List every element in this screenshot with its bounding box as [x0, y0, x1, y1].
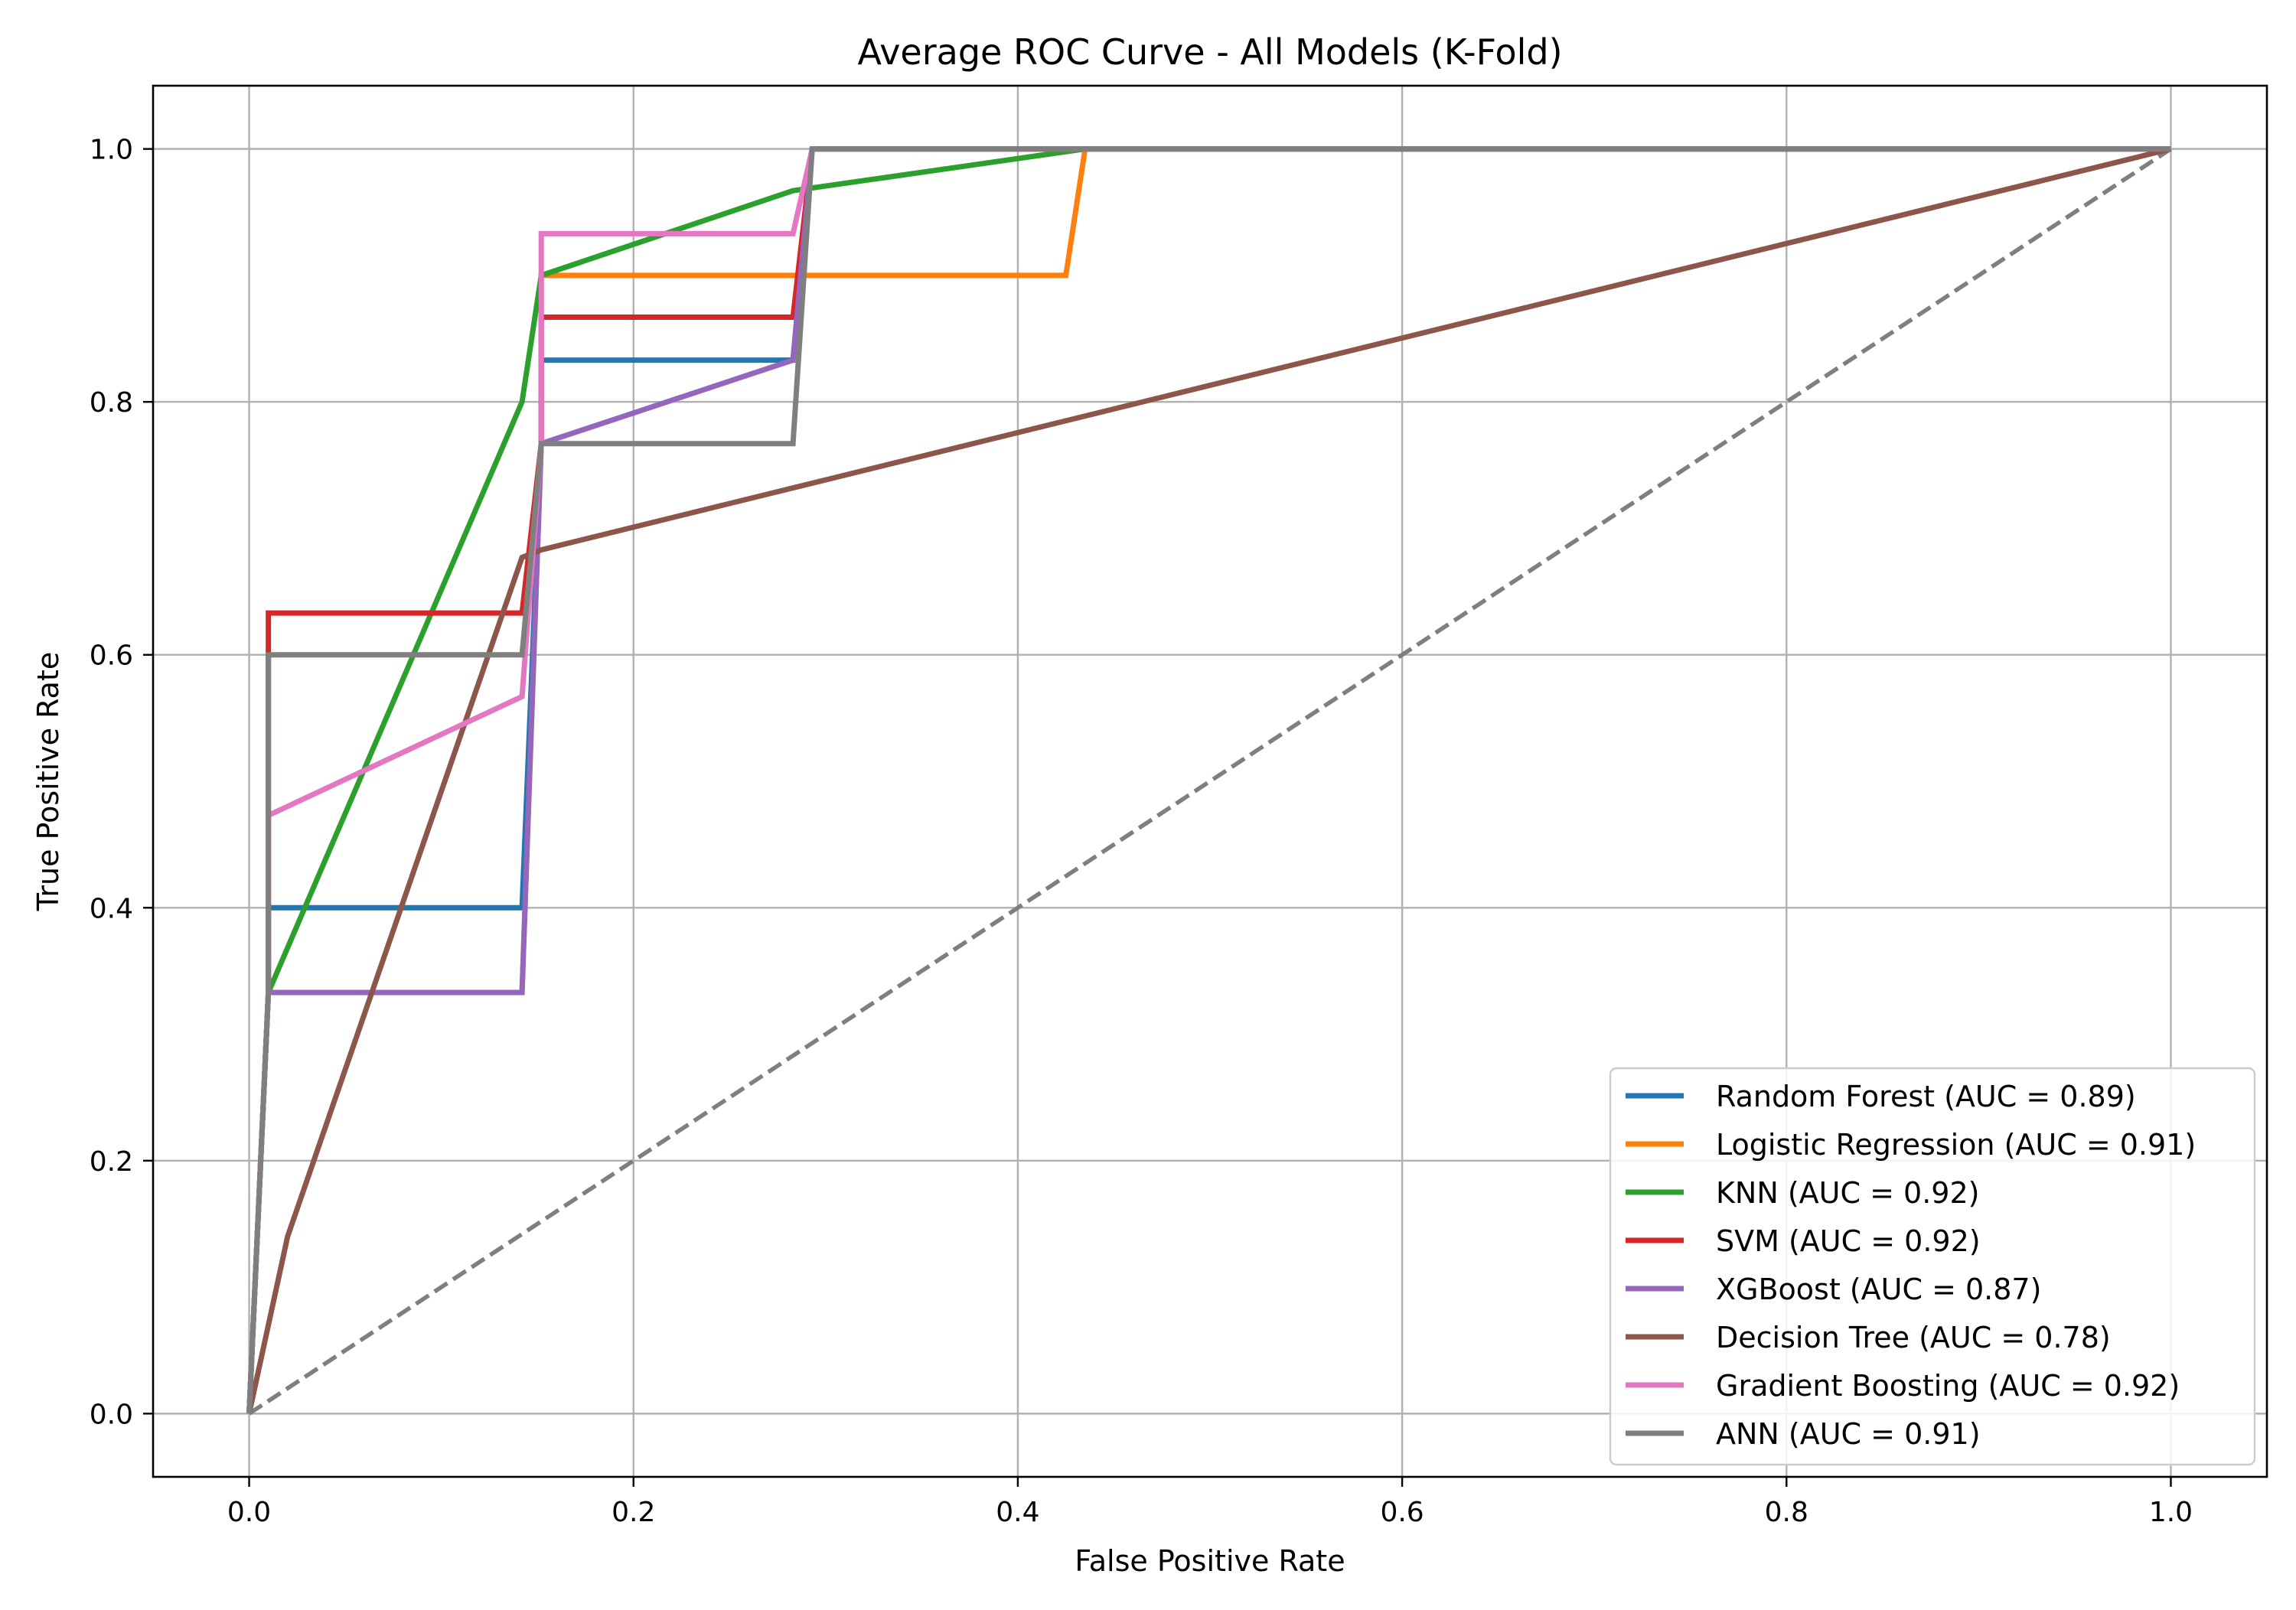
legend-label: Gradient Boosting (AUC = 0.92) — [1716, 1369, 2180, 1403]
y-axis-title: True Positive Rate — [31, 652, 65, 912]
x-tick-label: 0.4 — [996, 1497, 1039, 1528]
x-tick-label: 0.6 — [1380, 1497, 1424, 1528]
random-chance-line — [248, 147, 2172, 1416]
y-tick-label: 0.0 — [90, 1399, 133, 1430]
legend-label: KNN (AUC = 0.92) — [1716, 1176, 1979, 1210]
y-tick-label: 0.4 — [90, 893, 133, 924]
x-tick-label: 0.0 — [227, 1497, 271, 1528]
legend: Random Forest (AUC = 0.89) Logistic Regre… — [1609, 1067, 2256, 1466]
y-tick-label: 0.6 — [90, 640, 133, 672]
x-tick-label: 1.0 — [2149, 1497, 2193, 1528]
y-tick-label: 0.2 — [90, 1146, 133, 1178]
series-lines — [246, 146, 2172, 1416]
plot-frame — [152, 84, 2268, 1478]
legend-label: Decision Tree (AUC = 0.78) — [1716, 1321, 2111, 1354]
axes: 0.0 0.2 0.4 0.6 0.8 1.0 0.0 0.2 0.4 0.6 0.8 1.0 — [90, 84, 2268, 1528]
legend-label: Random Forest (AUC = 0.89) — [1716, 1080, 2136, 1113]
legend-label: XGBoost (AUC = 0.87) — [1716, 1273, 2041, 1306]
legend-box — [1609, 1067, 2256, 1466]
series-line-8 — [246, 146, 2171, 1414]
legend-label: ANN (AUC = 0.91) — [1716, 1417, 1981, 1451]
grid-lines — [153, 86, 2267, 1477]
x-tick-label: 0.2 — [612, 1497, 655, 1528]
x-tick-label: 0.8 — [1765, 1497, 1808, 1528]
y-tick-label: 1.0 — [90, 135, 133, 166]
y-tick-label: 0.8 — [90, 387, 133, 419]
legend-label: Logistic Regression (AUC = 0.91) — [1716, 1128, 2196, 1162]
series-line-6 — [246, 146, 2172, 1415]
chart-title: Average ROC Curve - All Models (K-Fold) — [857, 31, 1562, 73]
x-axis-title: False Positive Rate — [1075, 1544, 1345, 1578]
legend-label: SVM (AUC = 0.92) — [1716, 1224, 1981, 1258]
